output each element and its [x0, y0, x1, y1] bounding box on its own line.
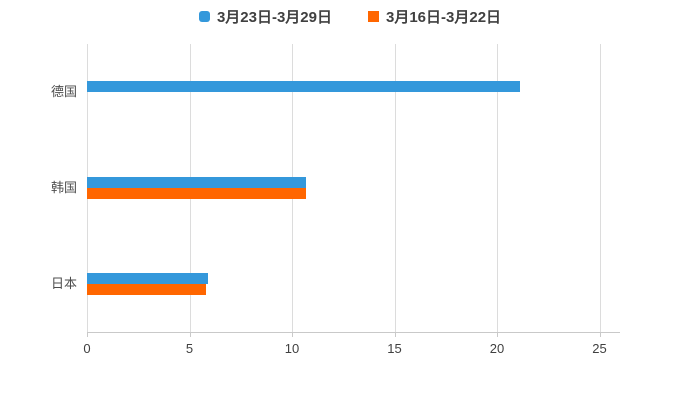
- x-tick-label: 25: [592, 341, 607, 356]
- x-tick-label: 10: [284, 341, 300, 356]
- x-tick-label: 15: [387, 341, 402, 356]
- legend-marker-square-icon: [368, 10, 379, 22]
- x-tick-0: [87, 332, 88, 337]
- y-axis-label: 德国: [50, 84, 77, 99]
- chart-legend: 3月23日-3月29日 3月16日-3月22日: [0, 4, 700, 28]
- x-gridline-15: [394, 44, 396, 332]
- legend-item-series-0[interactable]: 3月23日-3月29日: [198, 6, 332, 27]
- x-gridline-25: [599, 44, 601, 332]
- y-axis-label: 日本: [50, 276, 77, 291]
- x-tick-label: 20: [489, 341, 505, 356]
- y-axis-label: 韩国: [50, 180, 77, 195]
- bar-series-1-cat-1: [87, 188, 307, 199]
- x-tick-5: [189, 332, 191, 337]
- legend-item-series-1[interactable]: 3月16日-3月22日: [368, 6, 501, 27]
- legend-label: 3月23日-3月29日: [216, 8, 332, 26]
- x-tick-label: 0: [83, 341, 91, 356]
- x-tick-15: [394, 332, 396, 337]
- x-tick-10: [292, 332, 293, 337]
- x-gridline-20: [497, 44, 498, 332]
- bar-series-0-cat-2: [87, 273, 208, 284]
- legend-marker-round-icon: [198, 10, 210, 22]
- bar-series-1-cat-2: [87, 284, 206, 295]
- legend-label: 3月16日-3月22日: [386, 8, 502, 26]
- bar-series-0-cat-0: [87, 81, 520, 92]
- x-tick-20: [497, 332, 498, 337]
- x-tick-25: [599, 332, 601, 337]
- bar-series-0-cat-1: [87, 177, 307, 188]
- plot-area: 0 5 10 15 20 25: [83, 44, 620, 356]
- x-tick-label: 5: [185, 341, 194, 356]
